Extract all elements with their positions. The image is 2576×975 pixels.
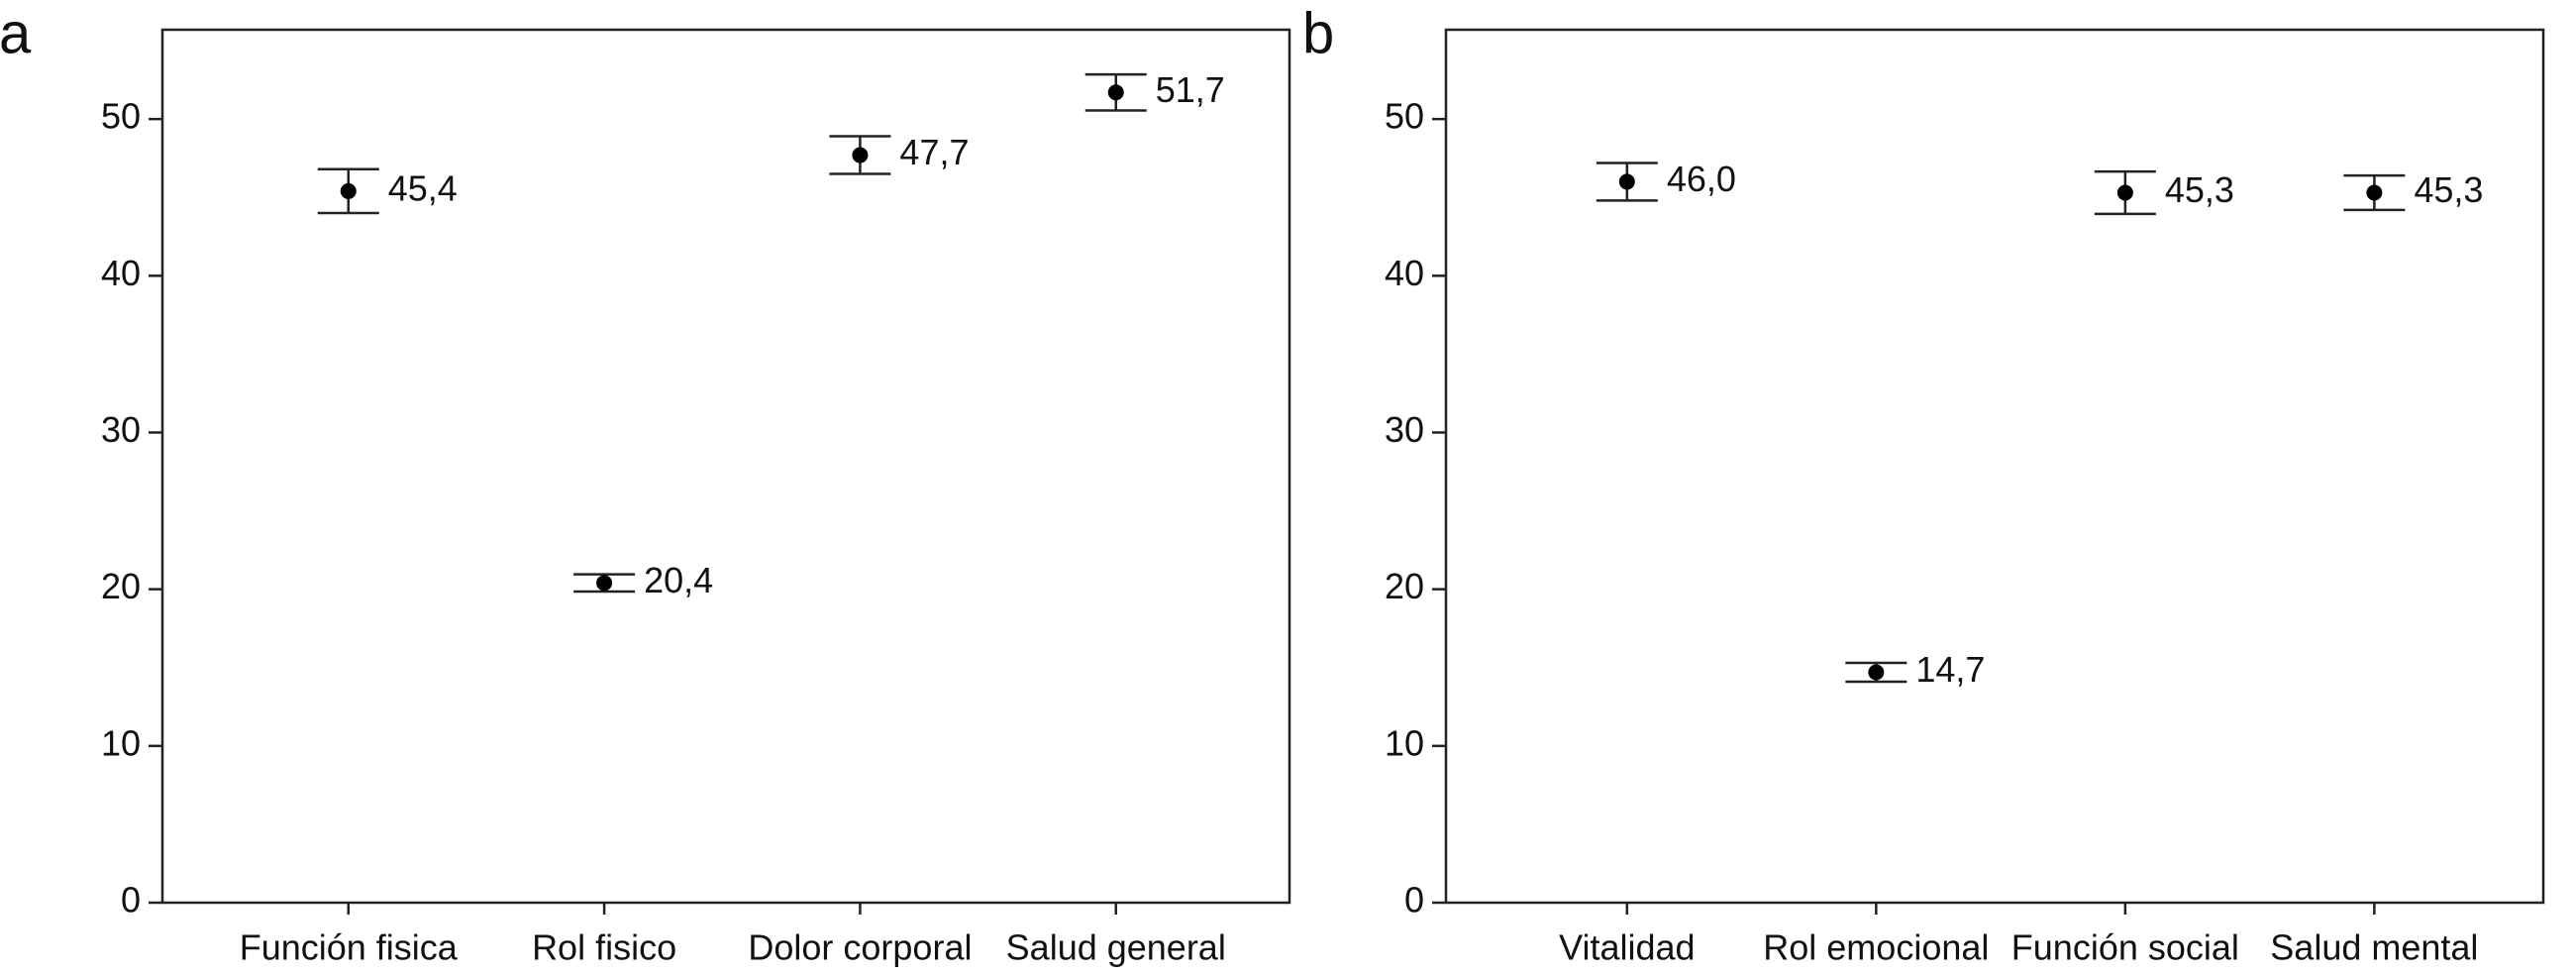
y-tick-label: 10 xyxy=(1385,722,1424,763)
x-tick-label: Rol emocional xyxy=(1763,927,1989,968)
value-label: 45,4 xyxy=(388,167,458,208)
y-tick-label: 0 xyxy=(1404,880,1424,921)
mean-dot xyxy=(1618,173,1635,190)
x-tick-label: Dolor corporal xyxy=(748,927,972,968)
y-tick-label: 20 xyxy=(1385,566,1424,606)
y-tick-label: 30 xyxy=(101,409,141,450)
x-tick-label: Función fisica xyxy=(240,927,459,968)
value-label: 46,0 xyxy=(1667,159,1736,199)
value-label: 47,7 xyxy=(899,132,969,172)
panel-label: b xyxy=(1302,1,1334,65)
y-tick-label: 50 xyxy=(101,96,141,137)
y-tick-label: 30 xyxy=(1385,409,1424,450)
panel-label: a xyxy=(0,1,32,65)
x-tick-label: Función social xyxy=(2011,927,2239,968)
value-label: 14,7 xyxy=(1915,649,1985,690)
y-tick-label: 20 xyxy=(101,566,141,606)
mean-dot xyxy=(340,182,357,199)
y-tick-label: 40 xyxy=(101,253,141,293)
x-tick-label: Rol fisico xyxy=(532,927,676,968)
mean-dot xyxy=(2366,184,2383,201)
value-label: 51,7 xyxy=(1156,69,1225,110)
mean-dot xyxy=(1868,664,1885,681)
mean-dot xyxy=(2116,184,2133,201)
y-tick-label: 0 xyxy=(121,880,141,921)
mean-dot xyxy=(596,575,613,592)
plot-frame xyxy=(1444,28,2545,905)
mean-dot xyxy=(852,147,869,163)
plot-frame xyxy=(160,28,1291,905)
y-tick-label: 40 xyxy=(1385,253,1424,293)
x-tick-label: Vitalidad xyxy=(1559,927,1695,968)
y-tick-label: 50 xyxy=(1385,96,1424,137)
mean-dot xyxy=(1107,84,1124,101)
x-tick-label: Salud general xyxy=(1006,927,1226,968)
value-label: 45,3 xyxy=(2414,169,2483,210)
x-tick-label: Salud mental xyxy=(2270,927,2478,968)
value-label: 20,4 xyxy=(644,560,713,600)
value-label: 45,3 xyxy=(2165,169,2234,210)
y-tick-label: 10 xyxy=(101,722,141,763)
